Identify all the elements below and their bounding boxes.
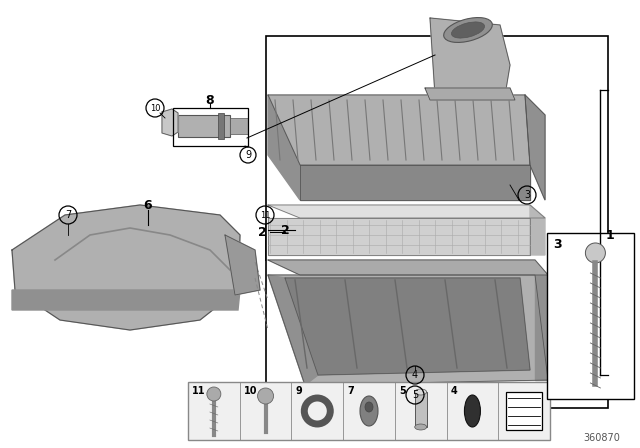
Polygon shape (268, 275, 318, 385)
Text: 11: 11 (260, 211, 270, 220)
Polygon shape (535, 275, 548, 380)
Ellipse shape (365, 402, 373, 412)
Bar (230, 118, 248, 134)
Text: 7: 7 (347, 386, 354, 396)
Polygon shape (425, 88, 515, 100)
Bar (188, 382, 550, 440)
Ellipse shape (415, 424, 427, 430)
Text: 11: 11 (192, 386, 205, 396)
Text: 2: 2 (280, 224, 289, 237)
Circle shape (586, 243, 605, 263)
Bar (173, 108, 248, 146)
Text: 4: 4 (412, 370, 418, 380)
Text: 3: 3 (553, 238, 561, 251)
Polygon shape (268, 205, 545, 218)
Polygon shape (530, 205, 545, 255)
Circle shape (257, 388, 273, 404)
Polygon shape (268, 95, 530, 165)
Ellipse shape (451, 22, 484, 38)
Text: 2: 2 (258, 225, 266, 238)
Bar (266, 36, 608, 408)
Ellipse shape (415, 389, 427, 395)
Text: 360870: 360870 (583, 433, 620, 443)
Ellipse shape (360, 396, 378, 426)
Text: 4: 4 (451, 386, 458, 396)
Text: 10: 10 (150, 103, 160, 112)
Polygon shape (268, 260, 548, 275)
Text: 7: 7 (65, 210, 71, 220)
Polygon shape (12, 205, 240, 330)
Polygon shape (12, 290, 240, 310)
Ellipse shape (444, 17, 492, 43)
Polygon shape (268, 95, 300, 200)
Ellipse shape (465, 395, 481, 427)
Text: 5: 5 (399, 386, 406, 396)
Circle shape (207, 387, 221, 401)
Polygon shape (430, 18, 510, 95)
Polygon shape (225, 235, 260, 295)
Text: 9: 9 (296, 386, 302, 396)
Text: 5: 5 (412, 390, 418, 400)
Polygon shape (506, 392, 542, 430)
Polygon shape (300, 165, 530, 200)
Bar (547, 233, 634, 399)
Polygon shape (162, 109, 178, 136)
Text: 6: 6 (144, 198, 152, 211)
Bar (415, 392, 427, 427)
Bar (218, 113, 224, 139)
Text: 10: 10 (244, 386, 257, 396)
Text: 1: 1 (605, 228, 614, 241)
Polygon shape (268, 218, 530, 255)
Polygon shape (285, 278, 530, 375)
Bar (178, 115, 230, 137)
Text: 3: 3 (524, 190, 530, 200)
Polygon shape (525, 95, 545, 200)
Polygon shape (268, 275, 548, 385)
Text: 9: 9 (245, 150, 251, 160)
Text: 8: 8 (205, 94, 214, 107)
